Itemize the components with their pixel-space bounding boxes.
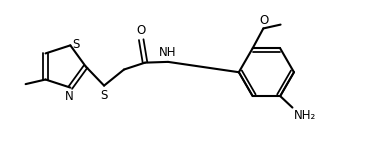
Text: O: O xyxy=(137,24,146,37)
Text: NH: NH xyxy=(159,46,177,59)
Text: O: O xyxy=(259,14,268,27)
Text: S: S xyxy=(100,89,108,102)
Text: NH₂: NH₂ xyxy=(294,109,316,122)
Text: S: S xyxy=(72,38,79,51)
Text: N: N xyxy=(64,89,73,103)
